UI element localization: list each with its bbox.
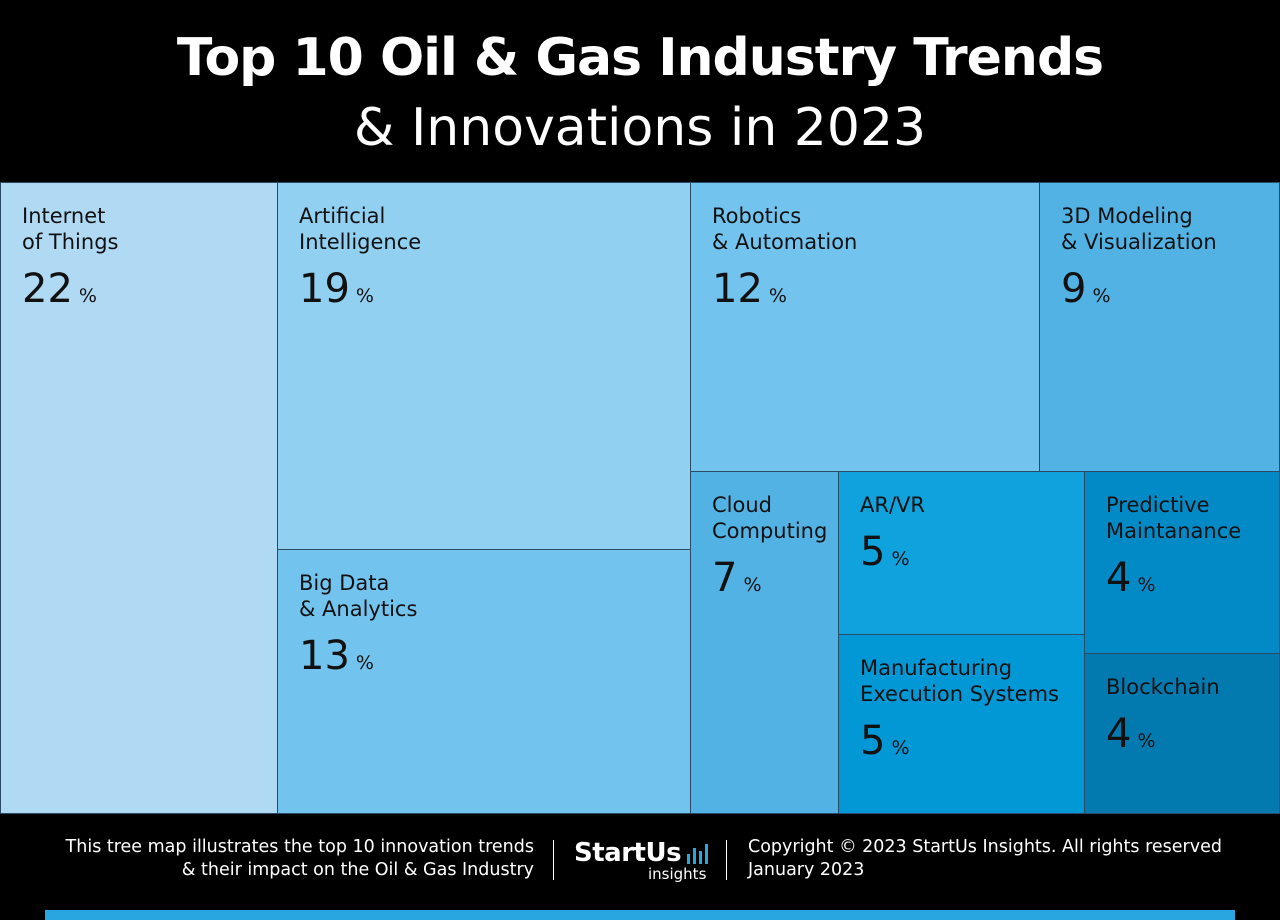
tile-value: 4% — [1106, 714, 1156, 761]
page-subtitle: & Innovations in 2023 — [353, 98, 927, 158]
tile-value-number: 5 — [860, 718, 886, 764]
header: Top 10 Oil & Gas Industry Trends & Innov… — [0, 0, 1280, 182]
footer-description: This tree map illustrates the top 10 inn… — [65, 837, 534, 880]
footer-copyright: Copyright © 2023 StartUs Insights. All r… — [748, 837, 1222, 880]
page-title: Top 10 Oil & Gas Industry Trends — [176, 28, 1104, 88]
footer-separator-right — [726, 840, 727, 880]
tile-value-unit: % — [743, 574, 762, 596]
logo-main-text: StartUs — [574, 838, 682, 868]
tile-value-unit: % — [1137, 730, 1156, 752]
tile-value: 4% — [1106, 558, 1156, 605]
treemap-tile-predictive-maintanance: Predictive Maintanance 4% — [1084, 471, 1280, 654]
tile-label: Big Data & Analytics — [299, 571, 418, 621]
tile-value-number: 12 — [712, 266, 763, 312]
tile-value-unit: % — [355, 285, 374, 307]
treemap-tile-cloud-computing: Cloud Computing 7% — [690, 471, 839, 814]
treemap-tile-ar-vr: AR/VR 5% — [838, 471, 1085, 635]
tile-label: Blockchain — [1106, 675, 1220, 699]
tile-value-number: 7 — [712, 555, 738, 601]
tile-value: 9% — [1061, 269, 1111, 316]
treemap-tile-artificial-intelligence: Artificial Intelligence 19% — [277, 182, 691, 550]
tile-label: Predictive Maintanance — [1106, 493, 1242, 543]
treemap-tile-3d-modeling-visualization: 3D Modeling & Visualization 9% — [1039, 182, 1280, 472]
tile-value-unit: % — [768, 285, 787, 307]
tile-value-unit: % — [1137, 574, 1156, 596]
tile-value: 12% — [712, 269, 787, 316]
treemap-tile-robotics-automation: Robotics & Automation 12% — [690, 182, 1040, 472]
treemap-tile-big-data-analytics: Big Data & Analytics 13% — [277, 549, 691, 814]
startus-logo: StartUs insights — [574, 838, 708, 884]
treemap-tile-manufacturing-execution-systems: Manufacturing Execution Systems 5% — [838, 634, 1085, 814]
tile-value-unit: % — [355, 652, 374, 674]
tile-label: Robotics & Automation — [712, 204, 858, 254]
bar-chart-icon — [687, 844, 708, 864]
tile-value-number: 9 — [1061, 266, 1087, 312]
tile-value-unit: % — [1092, 285, 1111, 307]
tile-value: 7% — [712, 558, 762, 605]
treemap-chart: Internet of Things 22% Artificial Intellig… — [0, 182, 1280, 814]
tile-value: 5% — [860, 532, 910, 579]
tile-value: 19% — [299, 269, 374, 316]
tile-value: 13% — [299, 636, 374, 683]
treemap-tile-internet-of-things: Internet of Things 22% — [0, 182, 278, 814]
tile-value-number: 22 — [22, 266, 73, 312]
tile-value-number: 5 — [860, 529, 886, 575]
tile-value-number: 13 — [299, 633, 350, 679]
tile-label: AR/VR — [860, 493, 925, 517]
footer-separator-left — [553, 840, 554, 880]
tile-value-number: 19 — [299, 266, 350, 312]
tile-value: 22% — [22, 269, 97, 316]
tile-value-unit: % — [891, 737, 910, 759]
tile-value-unit: % — [78, 285, 97, 307]
tile-label: Cloud Computing — [712, 493, 828, 543]
accent-bar — [45, 910, 1235, 920]
tile-value-number: 4 — [1106, 711, 1132, 757]
tile-value-number: 4 — [1106, 555, 1132, 601]
treemap-tile-blockchain: Blockchain 4% — [1084, 653, 1280, 814]
tile-value-unit: % — [891, 548, 910, 570]
tile-label: Manufacturing Execution Systems — [860, 656, 1059, 706]
footer: This tree map illustrates the top 10 inn… — [0, 814, 1280, 920]
tile-label: Artificial Intelligence — [299, 204, 422, 254]
logo-sub-text: insights — [648, 865, 707, 883]
tile-label: Internet of Things — [22, 204, 119, 254]
tile-label: 3D Modeling & Visualization — [1061, 204, 1217, 254]
tile-value: 5% — [860, 721, 910, 768]
